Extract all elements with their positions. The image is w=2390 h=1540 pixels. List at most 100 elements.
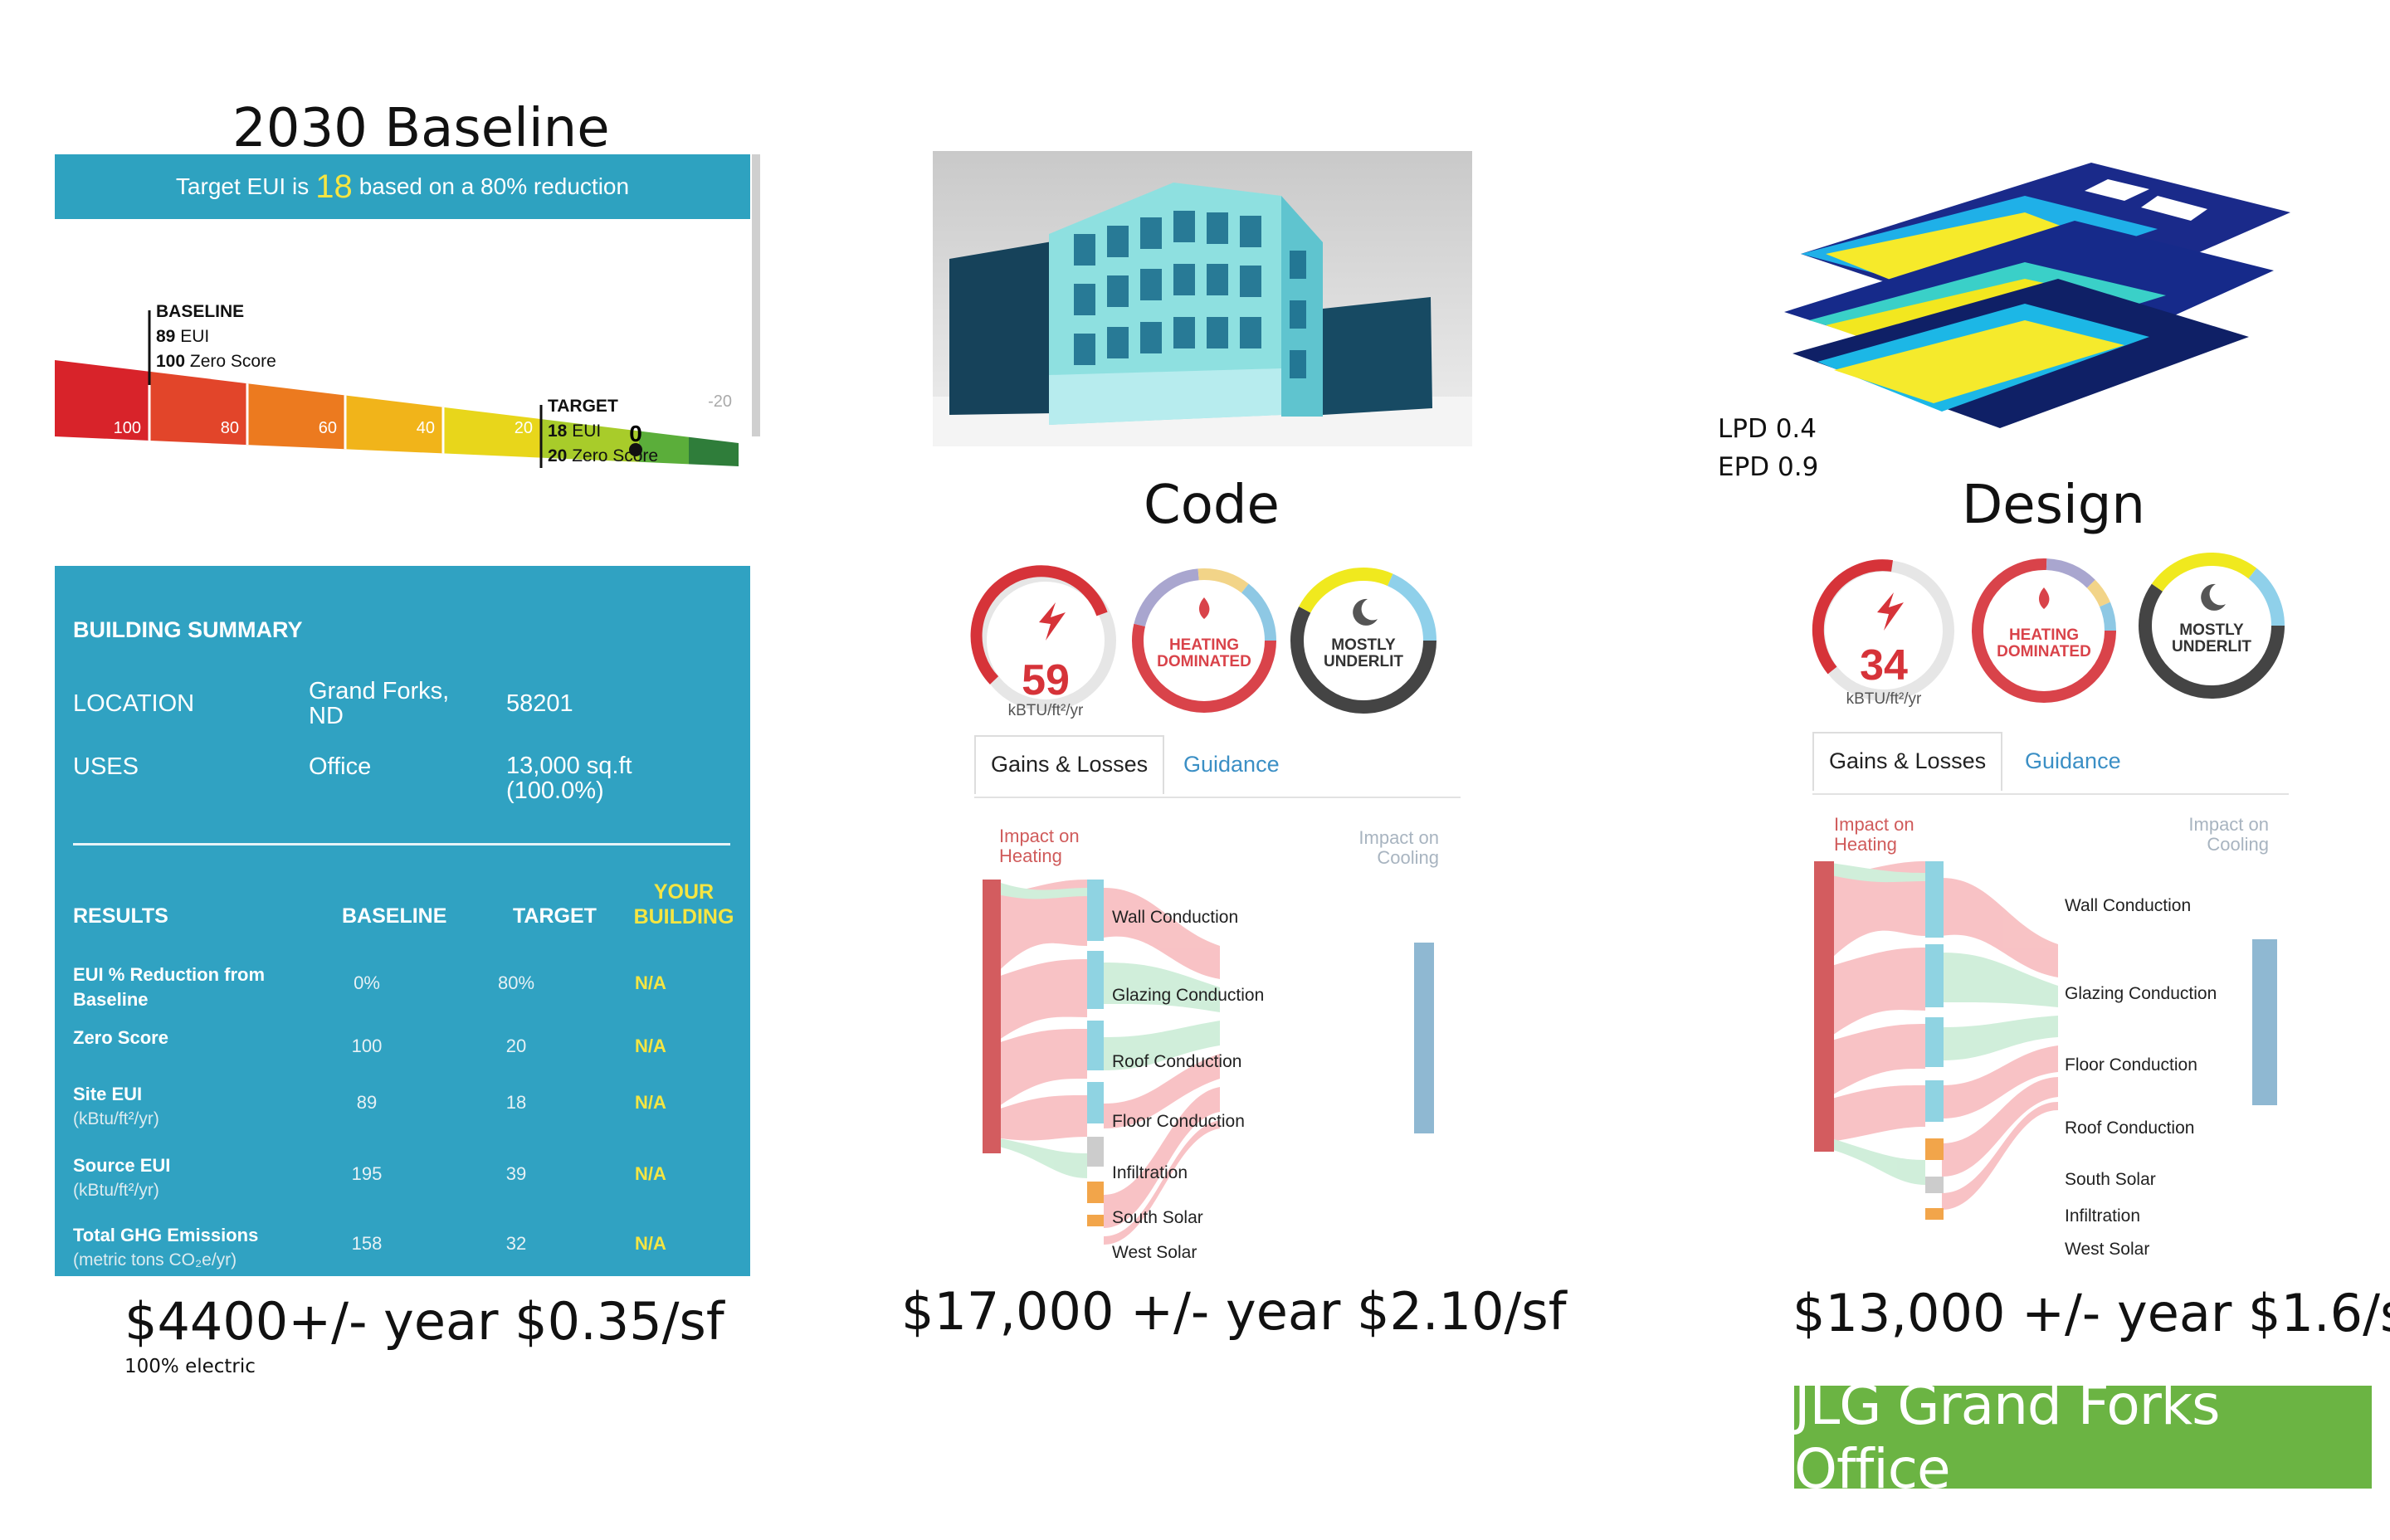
scale-tick-20: 20 <box>515 419 533 437</box>
flow-label: South Solar <box>2065 1170 2156 1189</box>
code-cost: $17,000 +/- year $2.10/sf <box>901 1281 1567 1342</box>
uses-value: Office <box>309 753 372 780</box>
scale-tick-100: 100 <box>114 419 141 437</box>
project-badge: JLG Grand Forks Office <box>1794 1373 2372 1501</box>
scale-tick-60: 60 <box>319 419 337 437</box>
code-card: 59 kBTU/ft²/yr HEATING DOMINATED MOSTLY UN… <box>963 564 1477 1286</box>
flow-label: West Solar <box>1112 1243 1197 1262</box>
result-target-value: 39 <box>505 1163 527 1184</box>
code-sankey <box>983 880 1434 1245</box>
design-underlit-ring <box>2139 553 2285 699</box>
flow-label: Roof Conduction <box>2065 1118 2195 1138</box>
flow-label: Glazing Conduction <box>1112 986 1265 1005</box>
target-marker-score-unit: Zero Score <box>572 446 658 465</box>
scale-band <box>345 360 443 466</box>
design-heating-label: HEATING DOMINATED <box>1997 626 2091 660</box>
results-header: RESULTS <box>73 904 168 928</box>
flame-icon <box>1198 597 1210 619</box>
code-eui-value: 59 <box>1022 656 1070 704</box>
panel-scrollbar[interactable] <box>752 154 760 436</box>
result-baseline-value: 100 <box>351 1036 383 1056</box>
building-summary: BUILDING SUMMARY LOCATION Grand Forks, N… <box>55 566 750 1276</box>
heating-bar <box>983 880 1001 1153</box>
flow-label: Wall Conduction <box>2065 896 2192 915</box>
pointer-value: 0 <box>629 421 642 446</box>
result-target-value: 32 <box>505 1233 527 1254</box>
pointer-dot <box>629 443 642 456</box>
baseline-heading: 2030 Baseline <box>232 98 610 159</box>
svg-text:20 Zero Score: 20 Zero Score <box>548 446 658 465</box>
design-eui-gauge <box>1812 559 1954 701</box>
location-state: ND <box>309 703 344 729</box>
location-city-state: Grand Forks, ND <box>309 679 449 729</box>
code-heading: Code <box>1144 475 1280 536</box>
result-your-building-value: N/A <box>635 1036 666 1056</box>
flame-icon <box>2038 587 2050 609</box>
building-model-image <box>933 151 1472 446</box>
scale-band <box>149 360 247 466</box>
flow-label: Infiltration <box>2065 1206 2141 1226</box>
result-your-building-value: N/A <box>635 972 666 993</box>
tab-gains-losses[interactable]: Gains & Losses <box>974 735 1165 794</box>
result-your-building-value: N/A <box>635 1163 666 1184</box>
flow-label: Floor Conduction <box>2065 1055 2197 1075</box>
baseline-note: 100% electric <box>124 1356 256 1377</box>
result-row-label: EUI % Reduction from Baseline <box>73 964 266 1010</box>
result-row-label: Source EUI (kBtu/ft²/yr) <box>73 1155 171 1200</box>
design-eui-value: 34 <box>1860 641 1908 690</box>
code-heating-ring <box>1132 568 1276 713</box>
heating-bar <box>1814 861 1834 1152</box>
results-your-building-header: YOUR BUILDING <box>627 880 740 929</box>
building-label: BUILDING <box>633 905 734 928</box>
design-card: 34 kBTU/ft²/yr HEATING DOMINATED MOSTLY UN… <box>1801 553 2315 1276</box>
area: 13,000 sq.ft (100.0%) <box>506 753 632 803</box>
result-row-label: Site EUI (kBtu/ft²/yr) <box>73 1084 159 1128</box>
svg-text:100 Zero Score: 100 Zero Score <box>156 352 276 371</box>
target-marker-score: 20 <box>548 446 567 465</box>
scale-band <box>55 360 149 466</box>
code-heating-label: HEATING DOMINATED <box>1157 636 1251 670</box>
result-baseline-value: 195 <box>351 1163 383 1184</box>
result-row-label: Total GHG Emissions (metric tons CO₂e/yr) <box>73 1225 259 1270</box>
cooling-bar <box>2252 939 2277 1105</box>
lpd-epd: LPD 0.4 EPD 0.9 <box>1718 410 1818 486</box>
target-eui-suffix: based on a 80% reduction <box>358 173 630 199</box>
target-eui-bar: Target EUI is 18 based on a 80% reductio… <box>55 154 750 219</box>
scale-band <box>443 360 541 466</box>
tab-divider <box>974 797 1461 798</box>
scale-tick-minus20: -20 <box>708 392 732 411</box>
target-marker-title: TARGET <box>548 397 618 416</box>
result-baseline-value: 89 <box>356 1092 378 1113</box>
code-eui-unit: kBTU/ft²/yr <box>1007 702 1084 719</box>
design-sankey <box>1814 861 2277 1220</box>
result-baseline-value: 0% <box>354 972 380 993</box>
impact-heating-label: Impact on Heating <box>1834 814 1914 855</box>
cooling-bar <box>1414 943 1434 1133</box>
scale-tick-80: 80 <box>221 419 239 437</box>
location-zip: 58201 <box>506 690 573 717</box>
baseline-marker-score: 100 <box>156 352 185 371</box>
location-city: Grand Forks, <box>309 678 450 704</box>
flow-label: South Solar <box>1112 1208 1203 1227</box>
your-label: YOUR <box>653 880 715 904</box>
result-baseline-value: 158 <box>351 1233 383 1254</box>
flow-label: Glazing Conduction <box>2065 984 2217 1003</box>
tab-gains-losses[interactable]: Gains & Losses <box>1812 732 2003 791</box>
design-heading: Design <box>1962 475 2145 536</box>
tab-guidance[interactable]: Guidance <box>2025 748 2121 773</box>
tab-divider <box>1812 793 2289 795</box>
target-eui-value: 18 <box>315 168 353 205</box>
svg-text:89 EUI: 89 EUI <box>156 327 209 346</box>
impact-heating-label: Impact on Heating <box>999 826 1080 866</box>
tab-guidance[interactable]: Guidance <box>1183 752 1280 777</box>
baseline-marker-score-unit: Zero Score <box>190 352 276 371</box>
flow-label: Infiltration <box>1112 1163 1188 1182</box>
flow-label: West Solar <box>2065 1240 2150 1259</box>
area-value: 13,000 sq.ft <box>506 753 632 779</box>
results-baseline-header: BASELINE <box>342 904 447 928</box>
results-target-header: TARGET <box>513 904 597 928</box>
design-underlit-label: MOSTLY UNDERLIT <box>2171 621 2252 655</box>
zero-score-scale: 100 80 60 40 20 -20 0 BASELINE 89 EUI 10… <box>55 302 739 468</box>
design-heating-ring <box>1972 558 2116 703</box>
epd-value: EPD 0.9 <box>1718 452 1819 482</box>
